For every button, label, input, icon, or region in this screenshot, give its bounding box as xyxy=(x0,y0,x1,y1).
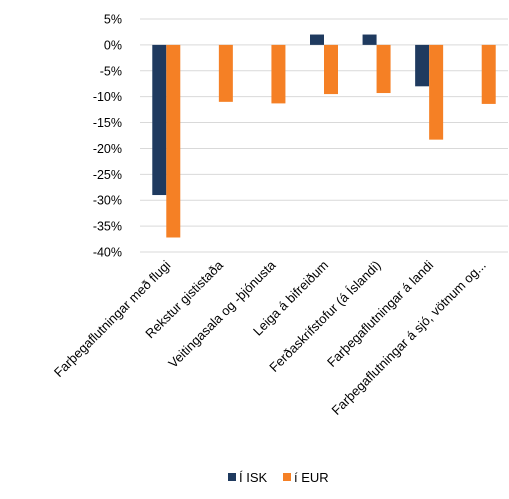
y-tick-label: -10% xyxy=(93,90,122,104)
bar xyxy=(481,44,496,104)
bar xyxy=(429,44,444,140)
bars xyxy=(152,34,496,238)
bar xyxy=(218,44,233,102)
bar xyxy=(271,44,286,104)
y-tick-label: 0% xyxy=(104,38,122,52)
bar xyxy=(310,34,324,45)
y-tick-label: -40% xyxy=(93,246,122,260)
legend: Í ISK í EUR xyxy=(228,470,329,485)
y-tick-label: -35% xyxy=(93,220,122,234)
legend-label: Í ISK xyxy=(239,470,268,485)
x-category-label: Farþegaflutningar á landi xyxy=(324,257,436,369)
bar xyxy=(415,44,430,87)
y-axis-tick-labels: 5% 0% -5% -10% -15% -20% -25% -30% -35% -40% xyxy=(93,13,122,260)
y-tick-label: 5% xyxy=(104,13,122,27)
y-tick-label: -15% xyxy=(93,116,122,130)
legend-swatch xyxy=(228,473,236,481)
legend-label: í EUR xyxy=(294,470,329,485)
x-category-label: Veitingasala og -þjónusta xyxy=(165,257,279,371)
y-tick-label: -5% xyxy=(100,64,122,78)
bar xyxy=(152,44,167,196)
bar xyxy=(166,44,181,238)
y-tick-label: -25% xyxy=(93,168,122,182)
gridlines xyxy=(140,18,508,253)
bar xyxy=(376,44,391,94)
y-tick-label: -30% xyxy=(93,194,122,208)
bar xyxy=(362,34,377,45)
legend-swatch xyxy=(283,473,291,481)
y-tick-label: -20% xyxy=(93,142,122,156)
bar xyxy=(324,44,338,95)
